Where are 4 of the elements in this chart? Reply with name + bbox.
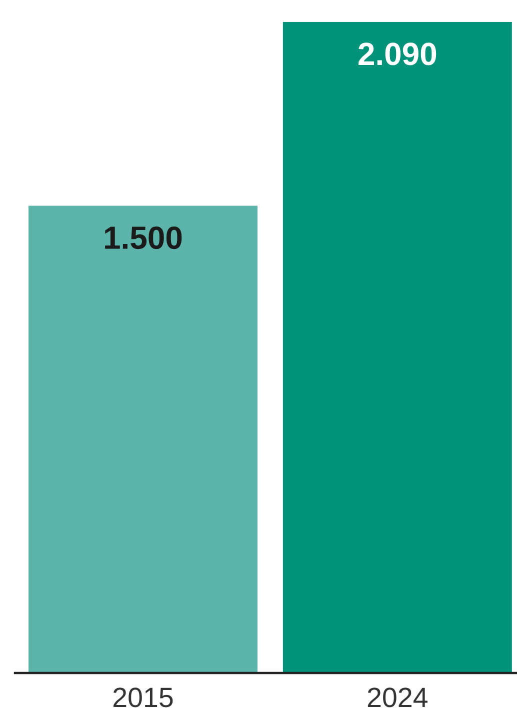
x-tick-label: 2024 (368, 688, 428, 708)
data-label: 1.500 (105, 226, 182, 250)
data-label: 2.090 (358, 42, 436, 66)
x-tick-label: 2015 (113, 688, 173, 708)
